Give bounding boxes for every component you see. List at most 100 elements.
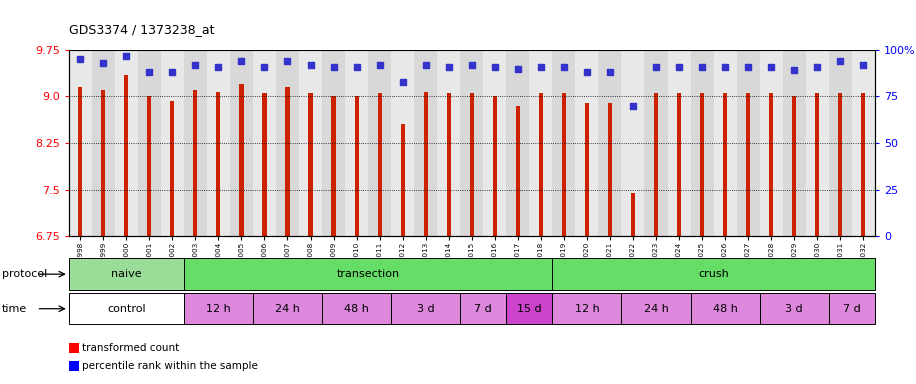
Bar	[608, 103, 612, 236]
Bar	[161, 50, 184, 236]
Point	[234, 58, 249, 64]
Bar	[493, 96, 496, 236]
Text: time: time	[2, 304, 27, 314]
Bar	[377, 93, 382, 236]
Point	[396, 78, 410, 84]
Point	[718, 64, 733, 70]
Bar	[230, 50, 253, 236]
Bar	[207, 50, 230, 236]
Bar	[507, 293, 552, 324]
Bar	[92, 50, 114, 236]
Text: 48 h: 48 h	[713, 304, 737, 314]
Bar	[470, 93, 474, 236]
Text: percentile rank within the sample: percentile rank within the sample	[82, 361, 257, 371]
Bar	[170, 101, 174, 236]
Bar	[759, 293, 829, 324]
Bar	[861, 93, 866, 236]
Point	[671, 64, 686, 70]
Text: 15 d: 15 d	[517, 304, 541, 314]
Bar	[414, 50, 437, 236]
Bar	[345, 50, 368, 236]
Point	[211, 64, 225, 70]
Point	[257, 64, 272, 70]
Bar	[423, 91, 428, 236]
Text: 3 d: 3 d	[785, 304, 803, 314]
Bar	[184, 50, 207, 236]
Text: 12 h: 12 h	[574, 304, 599, 314]
Bar	[460, 50, 484, 236]
Bar	[792, 96, 796, 236]
Bar	[253, 293, 322, 324]
Bar	[723, 93, 727, 236]
Point	[741, 64, 756, 70]
Bar	[354, 96, 359, 236]
Point	[419, 62, 433, 68]
Point	[787, 67, 802, 73]
Bar	[759, 50, 782, 236]
Bar	[460, 293, 507, 324]
Bar	[368, 50, 391, 236]
Bar	[838, 93, 843, 236]
Point	[510, 66, 525, 72]
Bar	[137, 50, 161, 236]
Bar	[484, 50, 507, 236]
Text: 7 d: 7 d	[843, 304, 861, 314]
Point	[649, 64, 663, 70]
Point	[557, 64, 572, 70]
Point	[73, 56, 88, 62]
Bar	[69, 293, 184, 324]
Bar	[691, 293, 759, 324]
Bar	[668, 50, 691, 236]
Bar	[184, 293, 253, 324]
Point	[694, 64, 709, 70]
Text: transection: transection	[336, 269, 399, 279]
Bar	[322, 293, 391, 324]
Point	[580, 69, 594, 75]
Bar	[193, 90, 198, 236]
Bar	[852, 50, 875, 236]
Text: 24 h: 24 h	[275, 304, 300, 314]
Text: transformed count: transformed count	[82, 343, 179, 353]
Text: protocol: protocol	[2, 269, 47, 279]
Bar	[184, 258, 552, 290]
Bar	[829, 293, 875, 324]
Bar	[736, 50, 759, 236]
Bar	[332, 96, 335, 236]
Bar	[391, 293, 460, 324]
Point	[349, 64, 364, 70]
Bar	[400, 124, 405, 236]
Text: naive: naive	[111, 269, 142, 279]
Bar	[437, 50, 460, 236]
Point	[487, 64, 502, 70]
Bar	[262, 93, 267, 236]
Bar	[309, 93, 312, 236]
Text: 7 d: 7 d	[474, 304, 492, 314]
Point	[372, 62, 387, 68]
Text: control: control	[107, 304, 146, 314]
Bar	[529, 50, 552, 236]
Bar	[769, 93, 773, 236]
Point	[856, 62, 870, 68]
Bar	[584, 103, 589, 236]
Bar	[806, 50, 829, 236]
Point	[280, 58, 295, 64]
Bar	[829, 50, 852, 236]
Point	[165, 69, 180, 75]
Bar	[69, 258, 184, 290]
Bar	[631, 193, 635, 236]
Point	[764, 64, 779, 70]
Point	[142, 69, 157, 75]
Bar	[322, 50, 345, 236]
Bar	[101, 90, 105, 236]
Point	[96, 60, 111, 66]
Bar	[562, 93, 566, 236]
Bar	[516, 106, 520, 236]
Point	[303, 62, 318, 68]
Bar	[239, 84, 244, 236]
Bar	[691, 50, 714, 236]
Point	[326, 64, 341, 70]
Bar	[552, 293, 621, 324]
Bar	[714, 50, 736, 236]
Bar	[552, 50, 575, 236]
Bar	[253, 50, 276, 236]
